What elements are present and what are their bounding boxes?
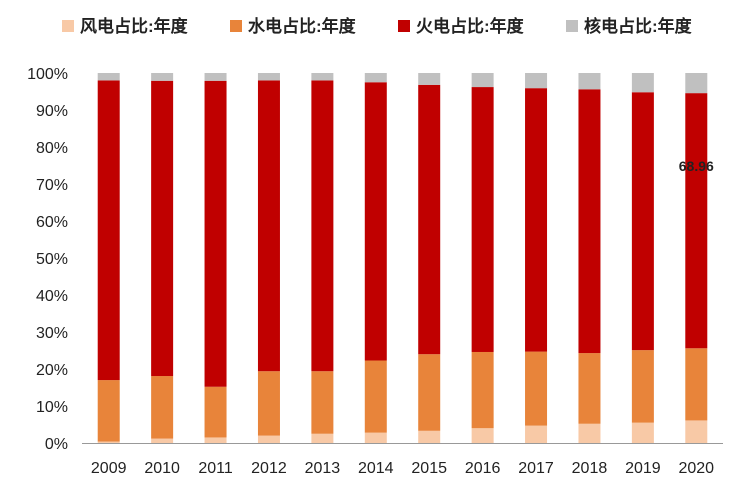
y-tick-label: 20% bbox=[36, 362, 68, 379]
bar-segment bbox=[631, 422, 654, 443]
bar-segment bbox=[418, 430, 441, 443]
bar-segment bbox=[311, 433, 334, 443]
x-tick-label: 2019 bbox=[625, 460, 661, 477]
x-tick-label: 2011 bbox=[198, 460, 233, 477]
bar-segment bbox=[471, 351, 494, 429]
legend-swatch bbox=[230, 20, 242, 32]
bar-segment bbox=[97, 73, 120, 81]
bar-segment bbox=[151, 438, 174, 443]
bar-segment bbox=[151, 80, 174, 377]
bars bbox=[97, 73, 708, 443]
x-tick-label: 2009 bbox=[91, 460, 127, 477]
bar-segment bbox=[418, 73, 441, 85]
legend-label: 火电占比:年度 bbox=[416, 16, 525, 36]
bar-segment bbox=[685, 348, 708, 421]
bar-segment bbox=[631, 73, 654, 93]
legend-label: 风电占比:年度 bbox=[80, 16, 189, 36]
bar-segment bbox=[685, 420, 708, 443]
legend: 风电占比:年度 水电占比:年度 火电占比:年度 核电占比:年度 bbox=[62, 16, 693, 36]
bar-segment bbox=[151, 376, 174, 439]
x-axis: 2009 2010 2011 2012 2013 2014 2015 2016 2017 2018… bbox=[82, 443, 723, 477]
bar-segment bbox=[364, 432, 387, 443]
x-tick-label: 2013 bbox=[305, 460, 341, 477]
y-tick-label: 0% bbox=[45, 436, 68, 453]
bar-segment bbox=[257, 371, 280, 436]
bar-segment bbox=[418, 354, 441, 431]
x-tick-label: 2012 bbox=[251, 460, 287, 477]
bar-segment bbox=[471, 87, 494, 352]
legend-swatch bbox=[566, 20, 578, 32]
annotations: 68.96 bbox=[679, 158, 714, 174]
bar-segment bbox=[257, 73, 280, 81]
bar-segment bbox=[525, 351, 548, 426]
x-tick-label: 2020 bbox=[678, 460, 714, 477]
y-tick-label: 10% bbox=[36, 399, 68, 416]
bar-segment bbox=[525, 73, 548, 89]
bar-segment bbox=[471, 73, 494, 88]
bar-segment bbox=[578, 89, 601, 354]
y-tick-label: 60% bbox=[36, 214, 68, 231]
x-tick-label: 2010 bbox=[144, 460, 180, 477]
bar-segment bbox=[578, 73, 601, 90]
bar-segment bbox=[364, 73, 387, 83]
bar-segment bbox=[631, 92, 654, 351]
x-tick-label: 2015 bbox=[411, 460, 447, 477]
y-axis: 0% 10% 20% 30% 40% 50% 60% 70% 80% 90% 100% bbox=[27, 66, 68, 453]
bar-segment bbox=[311, 371, 334, 434]
bar-segment bbox=[311, 73, 334, 81]
y-tick-label: 80% bbox=[36, 140, 68, 157]
x-tick-label: 2014 bbox=[358, 460, 394, 477]
bar-segment bbox=[471, 428, 494, 443]
bar-segment bbox=[204, 437, 227, 443]
bar-segment bbox=[631, 350, 654, 423]
x-tick-label: 2017 bbox=[518, 460, 554, 477]
bar-segment bbox=[97, 380, 120, 442]
bar-segment bbox=[525, 88, 548, 352]
x-tick-label: 2018 bbox=[572, 460, 608, 477]
y-tick-label: 90% bbox=[36, 103, 68, 120]
bar-segment bbox=[685, 73, 708, 94]
bar-segment bbox=[311, 80, 334, 372]
bar-segment bbox=[364, 360, 387, 433]
bar-segment bbox=[151, 73, 174, 81]
y-tick-label: 100% bbox=[27, 66, 68, 83]
legend-swatch bbox=[398, 20, 410, 32]
bar-segment bbox=[204, 73, 227, 81]
y-tick-label: 30% bbox=[36, 325, 68, 342]
bar-segment bbox=[204, 386, 227, 438]
legend-label: 核电占比:年度 bbox=[584, 16, 693, 36]
bar-segment bbox=[525, 425, 548, 443]
bar-segment bbox=[578, 423, 601, 443]
bar-segment bbox=[257, 80, 280, 372]
data-label: 68.96 bbox=[679, 158, 714, 174]
legend-label: 水电占比:年度 bbox=[248, 16, 357, 36]
bar-segment bbox=[418, 84, 441, 355]
x-tick-label: 2016 bbox=[465, 460, 501, 477]
bar-segment bbox=[364, 82, 387, 361]
y-tick-label: 40% bbox=[36, 288, 68, 305]
y-tick-label: 70% bbox=[36, 177, 68, 194]
bar-segment bbox=[257, 435, 280, 443]
bar-segment bbox=[204, 80, 227, 387]
bar-segment bbox=[97, 441, 120, 443]
legend-swatch bbox=[62, 20, 74, 32]
y-tick-label: 50% bbox=[36, 251, 68, 268]
bar-segment bbox=[685, 93, 708, 349]
bar-segment bbox=[578, 353, 601, 424]
bar-segment bbox=[97, 80, 120, 381]
